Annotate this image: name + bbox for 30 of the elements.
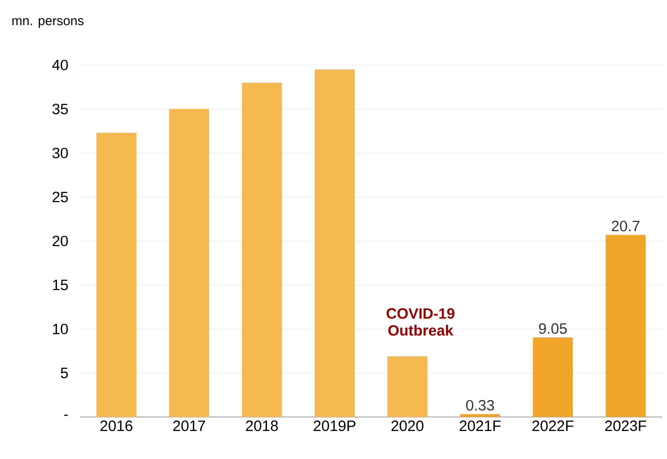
x-tick-label: 2020 [392, 420, 424, 432]
x-tick-label: 2021F [460, 420, 501, 432]
bar [314, 69, 355, 417]
y-tick-label: - [64, 414, 68, 416]
bar [606, 234, 646, 417]
y-tick-label: 30 [52, 148, 68, 158]
x-tick-label: 2016 [100, 420, 132, 432]
y-tick-label: 10 [53, 324, 68, 334]
bar [169, 108, 210, 417]
y-tick-label: 35 [52, 104, 68, 114]
x-tick-label: 2023F [605, 420, 646, 432]
bar [532, 337, 573, 417]
annotation: COVID-19 Outbreak [386, 308, 454, 336]
x-tick-label: 2018 [246, 420, 278, 432]
y-tick-label: 20 [52, 236, 68, 246]
y-tick-label: 40 [52, 60, 68, 70]
x-tick-label: 2022F [532, 420, 574, 432]
bar [242, 82, 282, 417]
data-label: 9.05 [539, 323, 567, 334]
y-tick-label: 15 [53, 280, 68, 290]
data-label: 0.33 [466, 400, 494, 411]
y-axis-title: mn. persons [12, 18, 84, 28]
bar [96, 132, 136, 417]
y-tick-label: 5 [60, 368, 68, 378]
data-label: 20.7 [612, 220, 640, 232]
bar [460, 414, 500, 417]
x-tick-label: 2019P [314, 420, 356, 432]
bar [387, 356, 428, 417]
y-tick-label: 25 [52, 192, 68, 202]
x-tick-label: 2017 [173, 420, 205, 432]
